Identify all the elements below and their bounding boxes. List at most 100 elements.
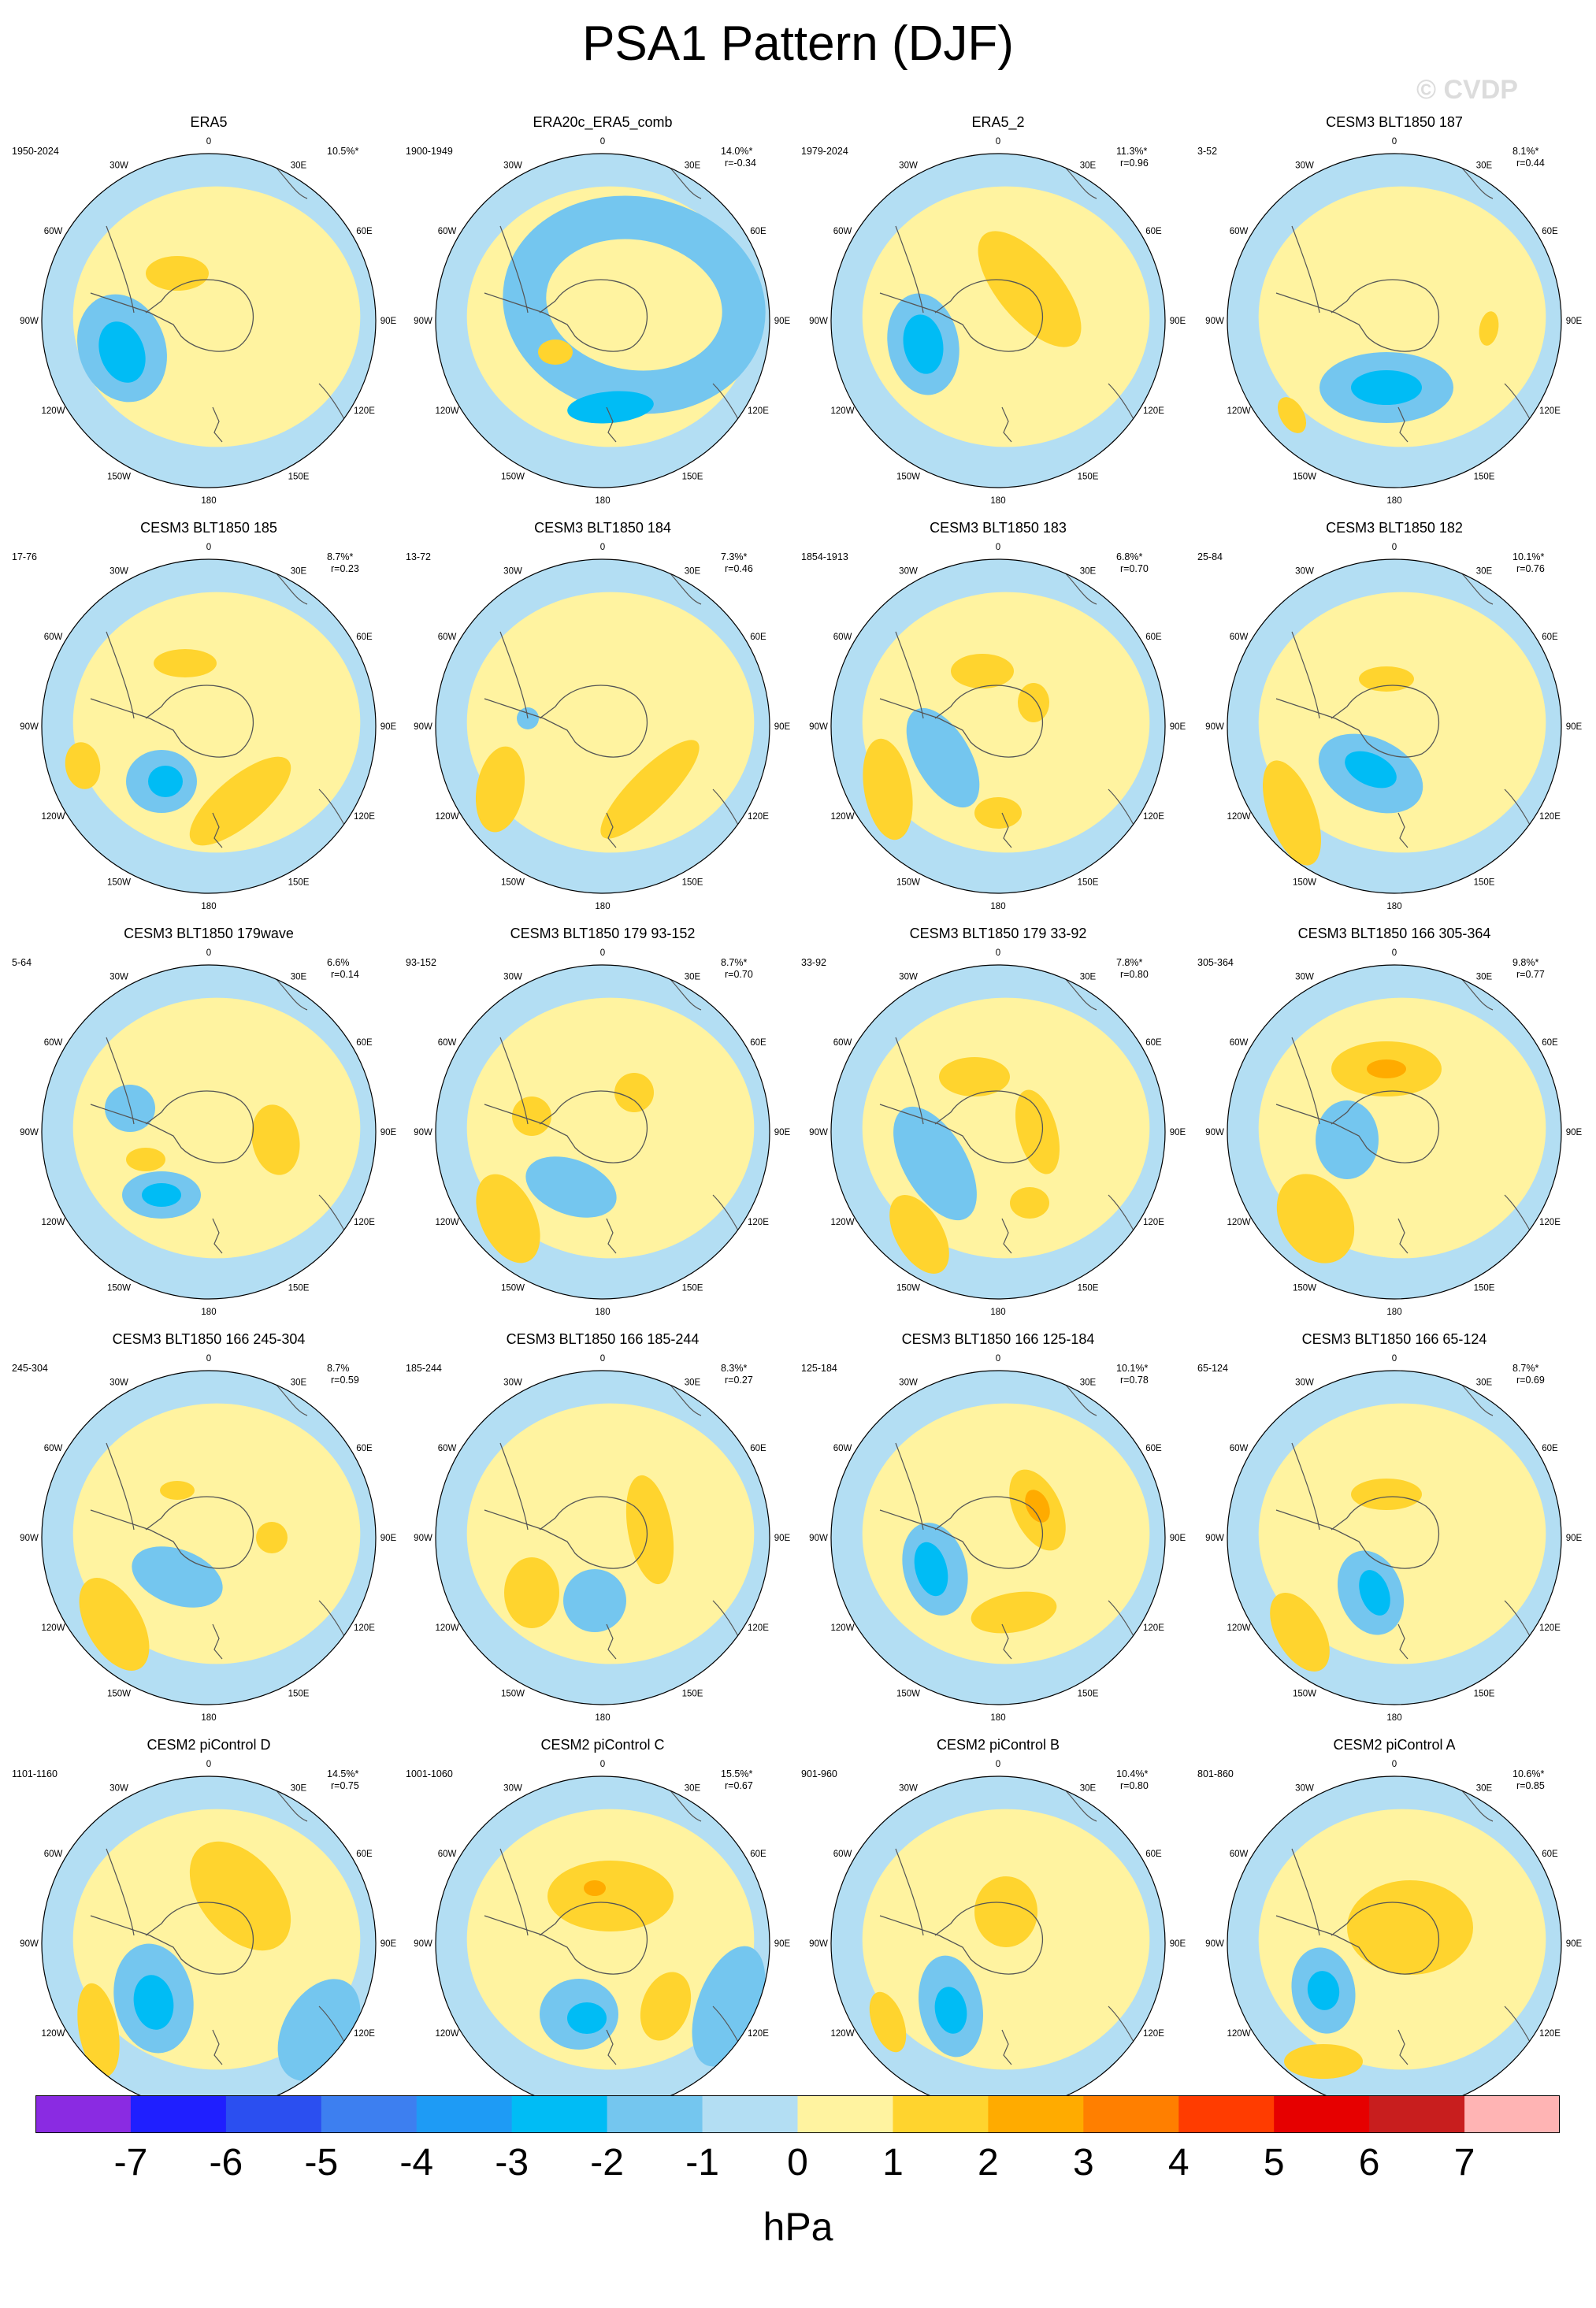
longitude-label: 90E [1170, 1128, 1186, 1137]
longitude-label: 120E [1539, 1218, 1561, 1227]
panel-correlation: r=0.76 [1516, 563, 1545, 574]
positive-region [1258, 592, 1546, 853]
map-panel: CESM3 BLT1850 182 25-84 10.1%* r=0.76 0 30E 60… [1197, 520, 1591, 930]
panel-title: CESM3 BLT1850 182 [1326, 520, 1463, 536]
panel-title: CESM2 piControl C [540, 1737, 665, 1753]
longitude-label: 180 [201, 902, 216, 911]
longitude-label: 150W [896, 1689, 920, 1698]
panel-variance-pct: 8.7%* [1512, 1363, 1539, 1374]
map-panel: CESM3 BLT1850 166 125-184 125-184 10.1%* r=… [801, 1331, 1195, 1741]
panel-title: ERA20c_ERA5_comb [533, 114, 673, 130]
panel-correlation: r=0.70 [725, 969, 753, 980]
colorbar-swatch [702, 2095, 798, 2133]
longitude-label: 30W [109, 1784, 128, 1794]
longitude-label: 180 [201, 1713, 216, 1723]
anomaly-contour [625, 1475, 674, 1585]
longitude-label: 0 [1392, 948, 1397, 958]
anomaly-contour [547, 1861, 674, 1931]
longitude-label: 90W [1205, 1534, 1224, 1543]
panel-correlation: r=0.14 [331, 969, 359, 980]
anomaly-contour [863, 738, 913, 840]
anomaly-contour [251, 1104, 300, 1175]
longitude-label: 60E [750, 633, 766, 642]
longitude-label: 30E [685, 161, 701, 171]
antarctica-coastline [90, 1090, 254, 1163]
longitude-label: 60E [1145, 633, 1162, 642]
panel-variance-pct: 7.3%* [721, 551, 748, 562]
longitude-label: 120E [354, 2029, 375, 2039]
colorbar-swatch [1464, 2095, 1561, 2133]
panel-title: CESM2 piControl A [1333, 1737, 1456, 1753]
longitude-label: 0 [206, 543, 211, 552]
south-america-coastline [106, 1848, 135, 1936]
panel-correlation: r=0.96 [1120, 158, 1149, 169]
panel-title: CESM3 BLT1850 183 [930, 520, 1067, 536]
longitude-label: 60E [356, 1038, 373, 1048]
panel-years: 901-960 [801, 1768, 837, 1779]
longitude-label: 180 [990, 1308, 1005, 1317]
south-america-coastline [895, 631, 924, 719]
longitude-label: 120W [436, 1218, 459, 1227]
anomaly-contour [1018, 683, 1049, 722]
longitude-label: 120W [42, 406, 65, 416]
anomaly-contour [512, 1096, 551, 1136]
map-panel: CESM3 BLT1850 184 13-72 7.3%* r=0.46 0 30E 60E… [406, 520, 800, 930]
longitude-label: 90W [1205, 722, 1224, 732]
map-panel: CESM3 BLT1850 166 245-304 245-304 8.7% r=0.… [12, 1331, 406, 1741]
colorbar-swatch [511, 2095, 608, 2133]
longitude-label: 90E [774, 1534, 791, 1543]
longitude-label: 120E [354, 812, 375, 822]
longitude-label: 30E [1080, 1784, 1097, 1794]
new-zealand-coastline [606, 2029, 617, 2065]
panel-correlation: r=0.78 [1120, 1375, 1149, 1386]
longitude-label: 60W [1230, 633, 1249, 642]
longitude-label: 60E [1542, 1850, 1558, 1859]
longitude-label: 150E [1474, 878, 1495, 887]
longitude-label: 150E [1078, 472, 1099, 481]
panel-correlation: r=0.44 [1516, 158, 1545, 169]
colorbar-swatch [130, 2095, 227, 2133]
longitude-label: 30E [1080, 1378, 1097, 1388]
anomaly-contour [79, 1578, 150, 1671]
panel-title: CESM2 piControl D [147, 1737, 271, 1753]
map-panel: CESM3 BLT1850 166 65-124 65-124 8.7%* r=0.6… [1197, 1331, 1591, 1741]
longitude-label: 30E [1080, 567, 1097, 577]
antarctica-coastline [879, 279, 1044, 352]
longitude-label: 120E [748, 2029, 769, 2039]
longitude-label: 180 [1386, 902, 1401, 911]
map-rim [1227, 964, 1562, 1300]
longitude-label: 150W [107, 1689, 131, 1698]
longitude-label: 120W [1227, 1218, 1251, 1227]
panel-title: CESM3 BLT1850 166 305-364 [1297, 926, 1491, 941]
anomaly-contour [1263, 760, 1321, 866]
map-rim [435, 153, 770, 488]
longitude-label: 60E [750, 227, 766, 236]
longitude-label: 60E [356, 1444, 373, 1453]
colorbar-tick-label: 5 [1263, 2142, 1285, 2184]
colorbar-tick-label: -6 [209, 2142, 243, 2184]
anomaly-contour [189, 1841, 291, 1951]
longitude-label: 150E [682, 1689, 703, 1698]
panel-variance-pct: 8.7% [327, 1363, 350, 1374]
anomaly-contour [1347, 1880, 1473, 1975]
map-panel: CESM2 piControl A 801-860 10.6%* r=0.85 0 30E… [1197, 1737, 1591, 2147]
longitude-label: 30E [1476, 1784, 1493, 1794]
longitude-label: 0 [1392, 137, 1397, 147]
anomaly-contour [475, 746, 525, 833]
panel-title: CESM3 BLT1850 166 65-124 [1301, 1331, 1487, 1347]
longitude-label: 90E [774, 317, 791, 326]
colorbar-swatch [416, 2095, 513, 2133]
panel-variance-pct: 14.5%* [327, 1768, 359, 1779]
anomaly-contour [869, 1991, 907, 2053]
longitude-label: 90W [809, 1128, 828, 1137]
panel-correlation: r=0.70 [1120, 563, 1149, 574]
longitude-label: 150E [1078, 878, 1099, 887]
longitude-label: 120E [748, 406, 769, 416]
longitude-label: 120W [1227, 406, 1251, 416]
longitude-label: 90E [1566, 1534, 1583, 1543]
